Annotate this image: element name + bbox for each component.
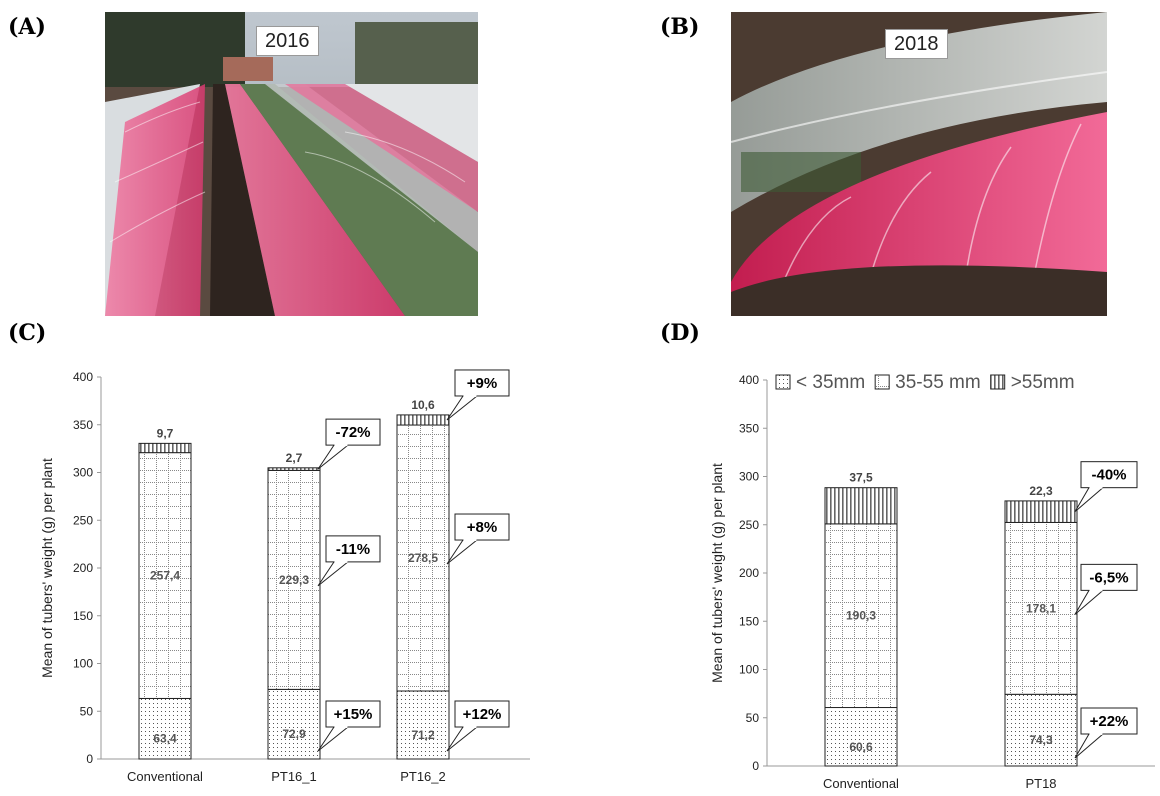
legend-label: 35-55 mm (895, 372, 981, 393)
data-label-Conventional-dots: 63,4 (153, 732, 177, 746)
callout-box: +22% (1074, 707, 1138, 759)
chart-c: 0 50 100 150 200 250 300 350 400 Mean of tubers' … (0, 350, 560, 796)
y-tick-label: 350 (739, 421, 759, 435)
y-tick-label: 150 (73, 609, 93, 623)
data-label-PT18-grid: 178,1 (1026, 601, 1056, 615)
callout-box: -40% (1074, 461, 1138, 513)
panel-label-b: (B) (660, 14, 700, 40)
x-tick-label: PT16_1 (271, 769, 317, 784)
chart-c-svg: 0 50 100 150 200 250 300 350 400 Mean of tubers' … (39, 369, 530, 784)
data-label-PT18-vlines: 22,3 (1029, 484, 1053, 498)
data-label-PT16_1-dots: 72,9 (282, 727, 306, 741)
y-tick-label: 0 (86, 752, 93, 766)
callout-box: +15% (317, 700, 381, 752)
bar-segment-PT16_2-vlines (396, 414, 450, 426)
photo-field-2016 (105, 12, 478, 316)
bar-segment-Conventional-dots (824, 707, 898, 767)
bar-segment-Conventional-vlines (138, 442, 192, 454)
y-tick-label: 150 (739, 614, 759, 628)
x-tick-label: Conventional (823, 776, 899, 791)
y-tick-label: 300 (73, 466, 93, 480)
chart-d: 0 50 100 150 200 250 300 350 400 Mean of tubers' … (650, 350, 1160, 796)
y-tick-label: 350 (73, 418, 93, 432)
bar-segment-PT16_2-dots (396, 690, 450, 760)
bar-segment-Conventional-grid (138, 452, 192, 699)
x-tick-label: Conventional (127, 769, 203, 784)
y-tick-label: 50 (746, 711, 760, 725)
y-tick-label: 0 (752, 759, 759, 773)
legend-swatch (775, 374, 791, 390)
chart-d-svg: 0 50 100 150 200 250 300 350 400 Mean of tubers' … (709, 372, 1155, 791)
y-tick-label: 400 (739, 373, 759, 387)
y-tick-label: 50 (80, 704, 94, 718)
y-tick-label: 100 (739, 663, 759, 677)
bar-segment-PT16_1-vlines (267, 467, 321, 471)
y-axis-title: Mean of tubers' weight (g) per plant (39, 458, 55, 678)
panel-label-a: (A) (8, 14, 46, 40)
y-axis-title: Mean of tubers' weight (g) per plant (709, 463, 725, 683)
callout-text: -72% (335, 424, 370, 441)
data-label-PT16_2-grid: 278,5 (408, 551, 438, 565)
bar-segment-PT16_1-grid (267, 469, 321, 690)
callout-text: +8% (467, 519, 497, 536)
data-label-Conventional-grid: 257,4 (150, 569, 180, 583)
y-tick-label: 200 (73, 561, 93, 575)
legend-label: >55mm (1011, 372, 1075, 393)
callout-box: +12% (446, 700, 510, 752)
x-tick-label: PT18 (1025, 776, 1056, 791)
callout-text: +15% (334, 706, 373, 723)
photo-field-2018 (731, 12, 1107, 316)
bar-segment-PT16_1-dots (267, 688, 321, 760)
callout-text: +12% (463, 706, 502, 723)
data-label-PT16_2-vlines: 10,6 (411, 398, 435, 412)
data-label-Conventional-grid: 190,3 (846, 609, 876, 623)
bar-segment-PT16_2-grid (396, 424, 450, 692)
callout-box: -11% (317, 535, 381, 587)
bar-segment-Conventional-grid (824, 523, 898, 709)
y-tick-label: 300 (739, 470, 759, 484)
callout-box: +8% (446, 513, 510, 565)
panel-label-d: (D) (660, 320, 700, 346)
legend-swatch (990, 374, 1006, 390)
callout-box: -6,5% (1074, 563, 1138, 615)
data-label-Conventional-dots: 60,6 (849, 740, 873, 754)
bar-segment-PT18-vlines (1004, 500, 1078, 523)
y-tick-label: 400 (73, 370, 93, 384)
callout-box: +9% (446, 369, 510, 421)
x-tick-label: PT16_2 (400, 769, 446, 784)
bar-segment-PT18-dots (1004, 693, 1078, 767)
callout-text: +9% (467, 375, 497, 392)
y-tick-label: 100 (73, 657, 93, 671)
callout-text: -6,5% (1089, 569, 1128, 586)
bar-segment-Conventional-dots (138, 697, 192, 760)
data-label-PT18-dots: 74,3 (1029, 733, 1053, 747)
bar-segment-Conventional-vlines (824, 487, 898, 525)
callout-box: -72% (317, 418, 381, 470)
y-tick-label: 250 (739, 518, 759, 532)
y-tick-label: 250 (73, 513, 93, 527)
photo-field-2018-illustration (731, 12, 1107, 316)
legend-label: < 35mm (796, 372, 865, 393)
data-label-PT16_2-dots: 71,2 (411, 728, 435, 742)
bar-segment-PT18-grid (1004, 521, 1078, 695)
callout-text: -11% (336, 541, 370, 558)
year-label-2018: 2018 (885, 29, 948, 59)
panel-label-c: (C) (8, 320, 47, 346)
data-label-PT16_1-vlines: 2,7 (286, 451, 303, 465)
y-tick-label: 200 (739, 566, 759, 580)
callout-text: +22% (1090, 713, 1129, 730)
data-label-Conventional-vlines: 37,5 (849, 471, 873, 485)
callout-text: -40% (1091, 467, 1126, 484)
legend-swatch (874, 374, 890, 390)
photo-field-2016-illustration (105, 12, 478, 316)
year-label-2016: 2016 (256, 26, 319, 56)
data-label-Conventional-vlines: 9,7 (157, 426, 174, 440)
data-label-PT16_1-grid: 229,3 (279, 573, 309, 587)
